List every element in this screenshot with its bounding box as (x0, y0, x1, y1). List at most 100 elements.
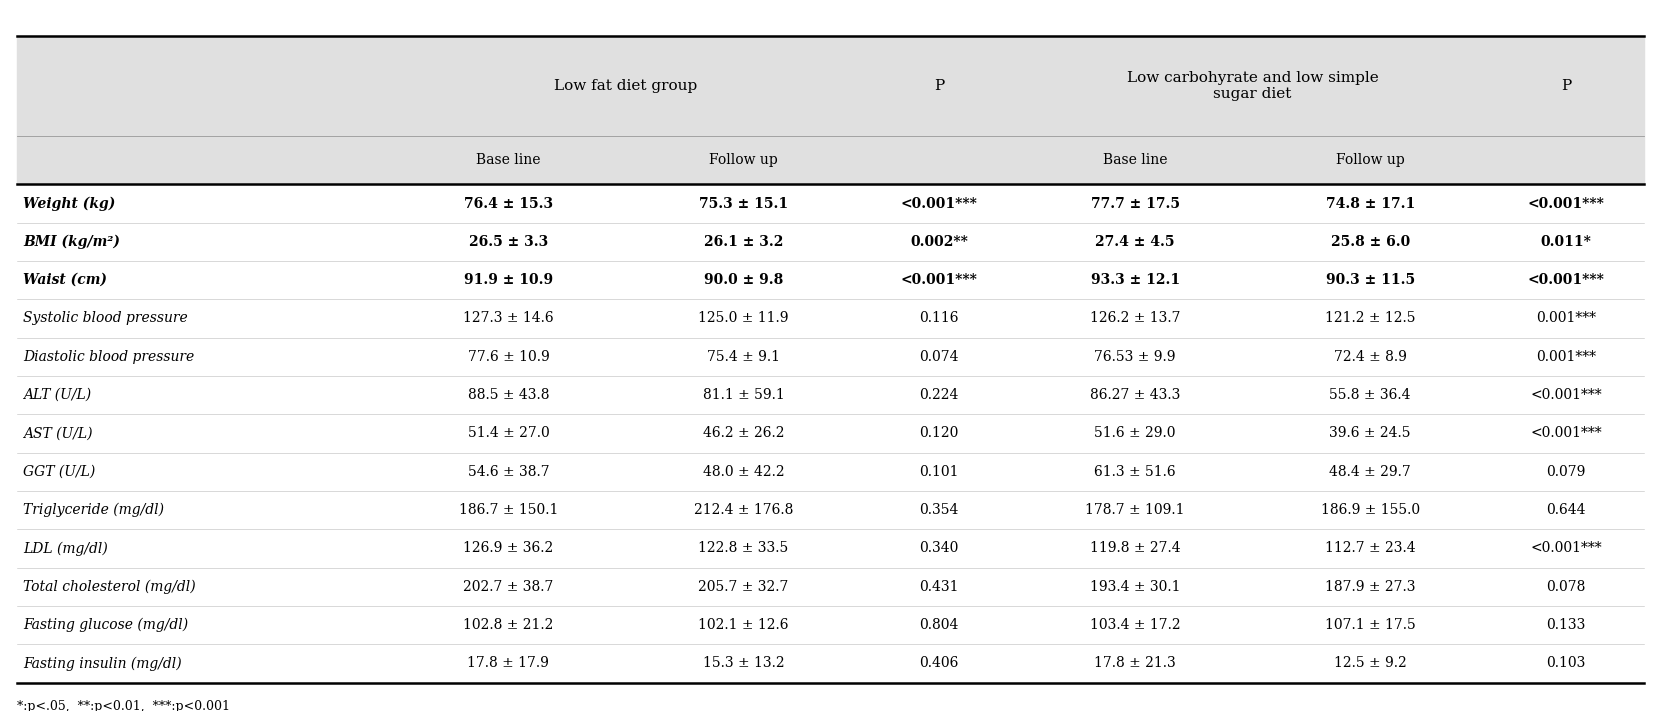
Text: 90.3 ± 11.5: 90.3 ± 11.5 (1325, 273, 1415, 287)
Text: 186.7 ± 150.1: 186.7 ± 150.1 (458, 503, 558, 517)
Text: 0.804: 0.804 (920, 618, 958, 632)
Text: 0.001***: 0.001*** (1536, 350, 1596, 364)
Text: 25.8 ± 6.0: 25.8 ± 6.0 (1330, 235, 1410, 249)
Text: 0.103: 0.103 (1546, 656, 1586, 670)
Text: Base line: Base line (477, 153, 541, 167)
Text: <0.001***: <0.001*** (1528, 196, 1605, 210)
Text: 178.7 ± 109.1: 178.7 ± 109.1 (1085, 503, 1184, 517)
Text: 187.9 ± 27.3: 187.9 ± 27.3 (1325, 579, 1415, 594)
Text: 0.011*: 0.011* (1541, 235, 1591, 249)
Text: 0.001***: 0.001*** (1536, 311, 1596, 326)
Text: 121.2 ± 12.5: 121.2 ± 12.5 (1325, 311, 1415, 326)
Text: 0.078: 0.078 (1546, 579, 1586, 594)
Text: 88.5 ± 43.8: 88.5 ± 43.8 (468, 388, 550, 402)
Text: 90.0 ± 9.8: 90.0 ± 9.8 (704, 273, 782, 287)
Text: 0.406: 0.406 (920, 656, 958, 670)
Text: Follow up: Follow up (1335, 153, 1405, 167)
Text: 0.002**: 0.002** (910, 235, 968, 249)
Text: <0.001***: <0.001*** (1528, 273, 1605, 287)
Text: Triglyceride (mg/dl): Triglyceride (mg/dl) (23, 503, 164, 518)
Text: BMI (kg/m²): BMI (kg/m²) (23, 235, 120, 249)
Text: 0.079: 0.079 (1546, 465, 1586, 479)
Bar (17, 184, 1644, 683)
Text: 0.340: 0.340 (920, 542, 958, 555)
Text: 17.8 ± 21.3: 17.8 ± 21.3 (1095, 656, 1176, 670)
Text: 0.431: 0.431 (920, 579, 958, 594)
Text: Fasting glucose (mg/dl): Fasting glucose (mg/dl) (23, 618, 188, 632)
Text: *:p<.05,  **:p<0.01,  ***:p<0.001: *:p<.05, **:p<0.01, ***:p<0.001 (17, 700, 229, 711)
Text: 112.7 ± 23.4: 112.7 ± 23.4 (1325, 542, 1415, 555)
Text: <0.001***: <0.001*** (1530, 542, 1601, 555)
Text: 205.7 ± 32.7: 205.7 ± 32.7 (698, 579, 789, 594)
Text: P: P (1561, 79, 1571, 92)
Text: 102.8 ± 21.2: 102.8 ± 21.2 (463, 618, 553, 632)
Text: Weight (kg): Weight (kg) (23, 196, 116, 210)
Text: 126.2 ± 13.7: 126.2 ± 13.7 (1090, 311, 1181, 326)
Text: 0.120: 0.120 (920, 427, 958, 440)
Text: 91.9 ± 10.9: 91.9 ± 10.9 (463, 273, 553, 287)
Text: 107.1 ± 17.5: 107.1 ± 17.5 (1325, 618, 1415, 632)
Text: 74.8 ± 17.1: 74.8 ± 17.1 (1325, 196, 1415, 210)
Text: 0.224: 0.224 (920, 388, 958, 402)
Text: 75.4 ± 9.1: 75.4 ± 9.1 (708, 350, 781, 364)
Text: 212.4 ± 176.8: 212.4 ± 176.8 (694, 503, 794, 517)
Text: 0.133: 0.133 (1546, 618, 1586, 632)
Text: <0.001***: <0.001*** (1530, 427, 1601, 440)
Text: Base line: Base line (1103, 153, 1168, 167)
Text: LDL (mg/dl): LDL (mg/dl) (23, 541, 108, 555)
Text: 93.3 ± 12.1: 93.3 ± 12.1 (1091, 273, 1179, 287)
Text: 15.3 ± 13.2: 15.3 ± 13.2 (703, 656, 784, 670)
Text: 75.3 ± 15.1: 75.3 ± 15.1 (699, 196, 787, 210)
Text: Low carbohyrate and low simple
sugar diet: Low carbohyrate and low simple sugar die… (1126, 70, 1379, 101)
Text: 0.116: 0.116 (920, 311, 958, 326)
Text: <0.001***: <0.001*** (900, 196, 978, 210)
Text: 0.644: 0.644 (1546, 503, 1586, 517)
Text: 55.8 ± 36.4: 55.8 ± 36.4 (1329, 388, 1410, 402)
Text: 72.4 ± 8.9: 72.4 ± 8.9 (1334, 350, 1407, 364)
Text: GGT (U/L): GGT (U/L) (23, 465, 95, 479)
Text: 61.3 ± 51.6: 61.3 ± 51.6 (1095, 465, 1176, 479)
Text: 26.1 ± 3.2: 26.1 ± 3.2 (704, 235, 782, 249)
Text: P: P (933, 79, 945, 92)
Text: 27.4 ± 4.5: 27.4 ± 4.5 (1095, 235, 1174, 249)
Text: 122.8 ± 33.5: 122.8 ± 33.5 (698, 542, 789, 555)
Text: 17.8 ± 17.9: 17.8 ± 17.9 (467, 656, 550, 670)
Text: <0.001***: <0.001*** (900, 273, 978, 287)
Text: 0.101: 0.101 (920, 465, 958, 479)
Text: <0.001***: <0.001*** (1530, 388, 1601, 402)
Text: Waist (cm): Waist (cm) (23, 273, 108, 287)
Text: ALT (U/L): ALT (U/L) (23, 388, 91, 402)
Text: 103.4 ± 17.2: 103.4 ± 17.2 (1090, 618, 1181, 632)
Text: Follow up: Follow up (709, 153, 777, 167)
Text: 0.074: 0.074 (920, 350, 958, 364)
Text: 193.4 ± 30.1: 193.4 ± 30.1 (1090, 579, 1181, 594)
Text: 54.6 ± 38.7: 54.6 ± 38.7 (468, 465, 550, 479)
Text: 26.5 ± 3.3: 26.5 ± 3.3 (468, 235, 548, 249)
Text: 119.8 ± 27.4: 119.8 ± 27.4 (1090, 542, 1181, 555)
Text: 186.9 ± 155.0: 186.9 ± 155.0 (1320, 503, 1420, 517)
Text: Low fat diet group: Low fat diet group (555, 79, 698, 92)
Text: 81.1 ± 59.1: 81.1 ± 59.1 (703, 388, 784, 402)
Text: 202.7 ± 38.7: 202.7 ± 38.7 (463, 579, 553, 594)
Text: 77.6 ± 10.9: 77.6 ± 10.9 (467, 350, 550, 364)
Text: 51.6 ± 29.0: 51.6 ± 29.0 (1095, 427, 1176, 440)
Text: 39.6 ± 24.5: 39.6 ± 24.5 (1329, 427, 1410, 440)
Text: Fasting insulin (mg/dl): Fasting insulin (mg/dl) (23, 656, 181, 670)
Text: 102.1 ± 12.6: 102.1 ± 12.6 (698, 618, 789, 632)
Text: 86.27 ± 43.3: 86.27 ± 43.3 (1090, 388, 1181, 402)
Bar (17, 36, 1644, 184)
Text: Systolic blood pressure: Systolic blood pressure (23, 311, 188, 326)
Text: 48.0 ± 42.2: 48.0 ± 42.2 (703, 465, 784, 479)
Text: 48.4 ± 29.7: 48.4 ± 29.7 (1329, 465, 1412, 479)
Text: 51.4 ± 27.0: 51.4 ± 27.0 (467, 427, 550, 440)
Text: 127.3 ± 14.6: 127.3 ± 14.6 (463, 311, 553, 326)
Text: 12.5 ± 9.2: 12.5 ± 9.2 (1334, 656, 1407, 670)
Text: 77.7 ± 17.5: 77.7 ± 17.5 (1091, 196, 1179, 210)
Text: AST (U/L): AST (U/L) (23, 427, 93, 440)
Text: 125.0 ± 11.9: 125.0 ± 11.9 (698, 311, 789, 326)
Text: 76.53 ± 9.9: 76.53 ± 9.9 (1095, 350, 1176, 364)
Text: Total cholesterol (mg/dl): Total cholesterol (mg/dl) (23, 579, 196, 594)
Text: 76.4 ± 15.3: 76.4 ± 15.3 (463, 196, 553, 210)
Text: 126.9 ± 36.2: 126.9 ± 36.2 (463, 542, 553, 555)
Text: Diastolic blood pressure: Diastolic blood pressure (23, 350, 194, 364)
